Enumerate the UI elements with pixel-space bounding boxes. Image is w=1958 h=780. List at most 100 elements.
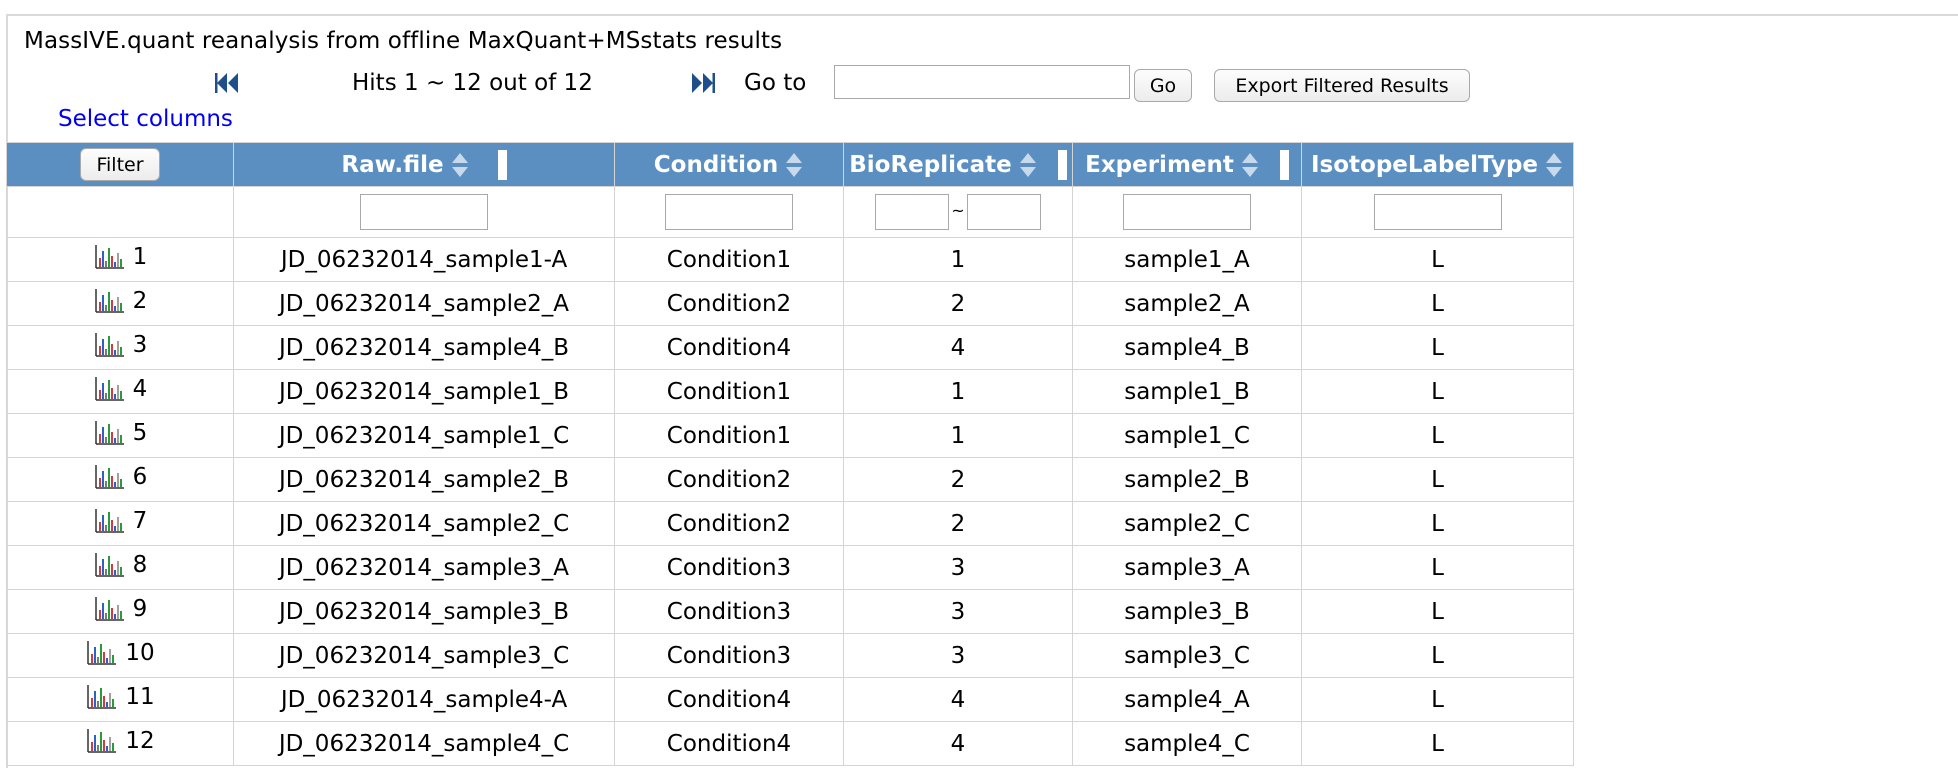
header-label-bioreplicate: BioReplicate bbox=[849, 151, 1012, 178]
spectrum-chart-icon[interactable] bbox=[93, 287, 125, 315]
cell-condition: Condition1 bbox=[614, 237, 844, 282]
header-label-experiment: Experiment bbox=[1085, 151, 1234, 178]
spectrum-chart-icon[interactable] bbox=[93, 331, 125, 359]
export-filtered-results-button[interactable]: Export Filtered Results bbox=[1214, 69, 1470, 102]
cell-experiment: sample3_C bbox=[1072, 633, 1302, 678]
row-index-cell: 8 bbox=[6, 545, 234, 590]
table-row: 8 JD_06232014_sample3_A Condition3 3 sam… bbox=[6, 545, 1574, 590]
filter-button[interactable]: Filter bbox=[80, 148, 160, 181]
cell-experiment: sample1_C bbox=[1072, 413, 1302, 458]
spectrum-chart-icon[interactable] bbox=[85, 639, 117, 667]
cell-bioreplicate: 2 bbox=[843, 501, 1073, 546]
cell-experiment: sample1_B bbox=[1072, 369, 1302, 414]
table-header-row: Filter Raw.file Condition BioReplicate bbox=[6, 142, 1574, 187]
cell-condition: Condition2 bbox=[614, 501, 844, 546]
cell-raw-file: JD_06232014_sample3_C bbox=[233, 633, 615, 678]
cell-bioreplicate: 3 bbox=[843, 633, 1073, 678]
cell-bioreplicate: 1 bbox=[843, 237, 1073, 282]
cell-bioreplicate: 3 bbox=[843, 589, 1073, 634]
spectrum-chart-icon[interactable] bbox=[93, 375, 125, 403]
sort-updown-icon[interactable] bbox=[1018, 150, 1038, 180]
spectrum-chart-icon[interactable] bbox=[93, 507, 125, 535]
isotopelabeltype-filter-input[interactable] bbox=[1373, 194, 1502, 230]
row-index-cell: 6 bbox=[6, 457, 234, 502]
cell-condition: Condition2 bbox=[614, 457, 844, 502]
cell-bioreplicate: 4 bbox=[843, 325, 1073, 370]
cell-isotopelabeltype: L bbox=[1301, 501, 1574, 546]
row-number: 2 bbox=[132, 287, 148, 314]
spectrum-chart-icon[interactable] bbox=[93, 419, 125, 447]
cell-experiment: sample4_B bbox=[1072, 325, 1302, 370]
cell-condition: Condition1 bbox=[614, 369, 844, 414]
cell-condition: Condition4 bbox=[614, 677, 844, 722]
cell-raw-file: JD_06232014_sample2_C bbox=[233, 501, 615, 546]
raw-file-filter-input[interactable] bbox=[360, 194, 488, 230]
filter-cell-condition bbox=[614, 186, 844, 238]
header-bioreplicate[interactable]: BioReplicate bbox=[843, 142, 1073, 187]
cell-condition: Condition1 bbox=[614, 413, 844, 458]
cell-raw-file: JD_06232014_sample2_B bbox=[233, 457, 615, 502]
first-page-button[interactable] bbox=[214, 70, 242, 96]
row-index-cell: 2 bbox=[6, 281, 234, 326]
spectrum-chart-icon[interactable] bbox=[93, 463, 125, 491]
spectrum-chart-icon[interactable] bbox=[85, 727, 117, 755]
experiment-filter-input[interactable] bbox=[1123, 194, 1251, 230]
bioreplicate-min-filter-input[interactable] bbox=[875, 194, 950, 230]
header-experiment[interactable]: Experiment bbox=[1072, 142, 1302, 187]
sort-updown-icon[interactable] bbox=[1544, 150, 1564, 180]
cell-experiment: sample4_A bbox=[1072, 677, 1302, 722]
sort-updown-icon[interactable] bbox=[450, 150, 470, 180]
cell-isotopelabeltype: L bbox=[1301, 545, 1574, 590]
header-label-isotopelabeltype: IsotopeLabelType bbox=[1310, 151, 1539, 178]
row-number: 8 bbox=[132, 551, 148, 578]
cell-raw-file: JD_06232014_sample4_C bbox=[233, 721, 615, 766]
bioreplicate-max-filter-input[interactable] bbox=[966, 194, 1041, 230]
row-number: 9 bbox=[132, 595, 148, 622]
row-index-cell: 3 bbox=[6, 325, 234, 370]
last-page-button[interactable] bbox=[688, 70, 716, 96]
cell-experiment: sample2_B bbox=[1072, 457, 1302, 502]
cell-raw-file: JD_06232014_sample1-A bbox=[233, 237, 615, 282]
cell-isotopelabeltype: L bbox=[1301, 721, 1574, 766]
goto-page-input[interactable] bbox=[834, 65, 1130, 99]
spectrum-chart-icon[interactable] bbox=[93, 243, 125, 271]
table-row: 10 JD_06232014_sample3_C Condition3 3 sa… bbox=[6, 633, 1574, 678]
header-condition[interactable]: Condition bbox=[614, 142, 844, 187]
cell-bioreplicate: 2 bbox=[843, 457, 1073, 502]
go-button[interactable]: Go bbox=[1134, 69, 1192, 102]
cell-isotopelabeltype: L bbox=[1301, 237, 1574, 282]
table-row: 1 JD_06232014_sample1-A Condition1 1 sam… bbox=[6, 237, 1574, 282]
row-number: 6 bbox=[132, 463, 148, 490]
page-title: MassIVE.quant reanalysis from offline Ma… bbox=[24, 28, 783, 54]
cell-condition: Condition4 bbox=[614, 325, 844, 370]
cell-bioreplicate: 2 bbox=[843, 281, 1073, 326]
sort-updown-icon[interactable] bbox=[784, 150, 804, 180]
row-index-cell: 9 bbox=[6, 589, 234, 634]
spectrum-chart-icon[interactable] bbox=[93, 551, 125, 579]
cell-experiment: sample2_A bbox=[1072, 281, 1302, 326]
filter-cell-empty bbox=[6, 186, 234, 238]
table-row: 11 JD_06232014_sample4-A Condition4 4 sa… bbox=[6, 677, 1574, 722]
column-resize-handle[interactable] bbox=[1279, 149, 1289, 180]
row-index-cell: 12 bbox=[6, 721, 234, 766]
table-row: 9 JD_06232014_sample3_B Condition3 3 sam… bbox=[6, 589, 1574, 634]
header-isotopelabeltype[interactable]: IsotopeLabelType bbox=[1301, 142, 1574, 187]
cell-raw-file: JD_06232014_sample4_B bbox=[233, 325, 615, 370]
sort-updown-icon[interactable] bbox=[1240, 150, 1260, 180]
cell-experiment: sample3_B bbox=[1072, 589, 1302, 634]
spectrum-chart-icon[interactable] bbox=[93, 595, 125, 623]
table-row: 12 JD_06232014_sample4_C Condition4 4 sa… bbox=[6, 721, 1574, 766]
column-resize-handle[interactable] bbox=[497, 149, 507, 180]
header-raw-file[interactable]: Raw.file bbox=[233, 142, 615, 187]
cell-isotopelabeltype: L bbox=[1301, 325, 1574, 370]
cell-experiment: sample2_C bbox=[1072, 501, 1302, 546]
select-columns-link[interactable]: Select columns bbox=[58, 106, 233, 132]
filter-cell-raw-file bbox=[233, 186, 615, 238]
column-resize-handle[interactable] bbox=[1057, 149, 1067, 180]
cell-raw-file: JD_06232014_sample2_A bbox=[233, 281, 615, 326]
spectrum-chart-icon[interactable] bbox=[85, 683, 117, 711]
cell-condition: Condition3 bbox=[614, 633, 844, 678]
condition-filter-input[interactable] bbox=[665, 194, 793, 230]
range-separator: ~ bbox=[951, 201, 965, 220]
cell-isotopelabeltype: L bbox=[1301, 369, 1574, 414]
